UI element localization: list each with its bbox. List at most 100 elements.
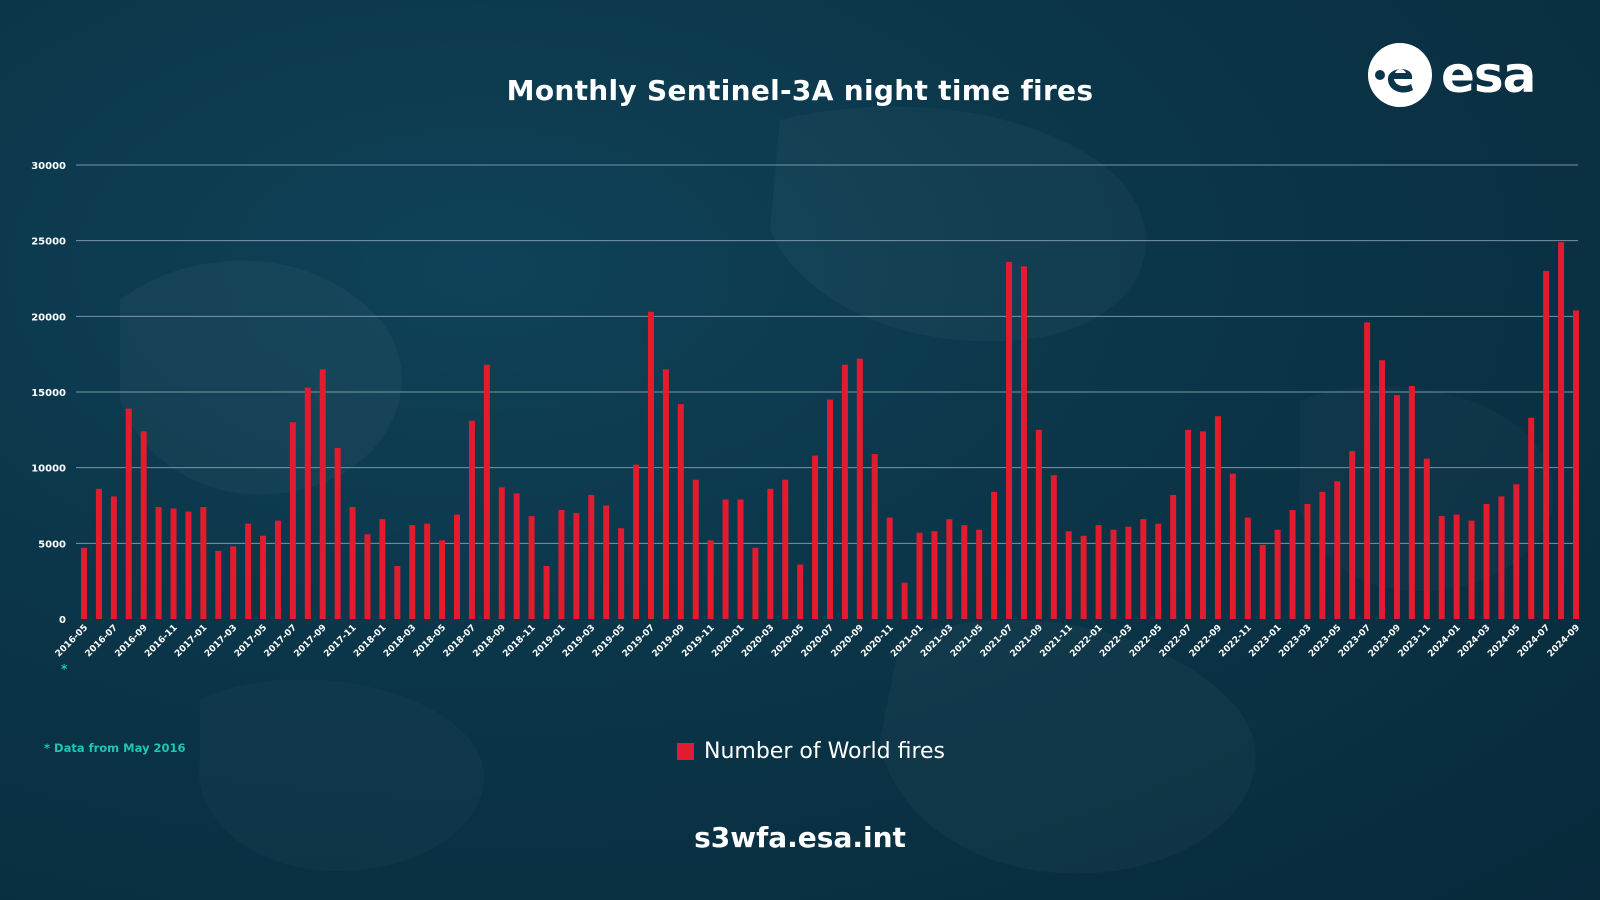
bar bbox=[558, 510, 565, 619]
bar bbox=[633, 464, 640, 619]
y-tick-label: 15000 bbox=[31, 388, 66, 399]
bar bbox=[1095, 525, 1102, 619]
bar bbox=[618, 528, 625, 619]
bar bbox=[110, 496, 117, 619]
bar bbox=[483, 364, 490, 619]
bar bbox=[1110, 529, 1117, 619]
x-tick-label: 2024-09 bbox=[1546, 623, 1582, 659]
bar bbox=[1155, 523, 1162, 619]
bar bbox=[946, 519, 953, 619]
bar bbox=[707, 540, 714, 619]
bar bbox=[1483, 503, 1490, 619]
bar bbox=[647, 311, 654, 619]
y-tick-label: 30000 bbox=[31, 161, 66, 172]
bar bbox=[1334, 481, 1341, 619]
bar bbox=[424, 523, 431, 619]
bar bbox=[185, 511, 192, 619]
bar bbox=[1289, 510, 1296, 619]
bar bbox=[304, 387, 311, 619]
bar bbox=[409, 525, 416, 619]
footnote-marker: * bbox=[61, 662, 68, 676]
bar bbox=[1274, 529, 1281, 619]
bar bbox=[498, 487, 505, 619]
bar bbox=[692, 479, 699, 619]
bar bbox=[1543, 270, 1550, 619]
bar bbox=[991, 491, 998, 619]
footnote: * Data from May 2016 bbox=[44, 741, 186, 755]
y-tick-label: 10000 bbox=[31, 464, 66, 475]
chart-title: Monthly Sentinel-3A night time fires bbox=[506, 74, 1094, 107]
bar bbox=[603, 505, 610, 619]
bar bbox=[274, 520, 281, 619]
bar bbox=[260, 535, 267, 619]
bar bbox=[1379, 360, 1386, 619]
y-tick-label: 5000 bbox=[38, 539, 66, 550]
bar bbox=[1438, 516, 1445, 619]
bar bbox=[528, 516, 535, 619]
bar bbox=[439, 540, 446, 619]
bar bbox=[1558, 242, 1565, 619]
bar bbox=[215, 550, 222, 619]
bar bbox=[961, 525, 968, 619]
legend: Number of World fires bbox=[677, 739, 945, 764]
bar bbox=[841, 364, 848, 619]
bar bbox=[797, 564, 804, 619]
bar bbox=[1006, 261, 1013, 619]
bar bbox=[468, 420, 475, 619]
bar bbox=[812, 455, 819, 619]
legend-label: Number of World fires bbox=[704, 739, 946, 764]
bar bbox=[125, 408, 132, 619]
bar bbox=[1125, 526, 1132, 619]
bar bbox=[722, 499, 729, 619]
bar bbox=[1035, 429, 1042, 619]
bar bbox=[140, 431, 147, 619]
bar bbox=[1080, 535, 1087, 619]
bar bbox=[1573, 310, 1579, 619]
bar bbox=[95, 488, 102, 619]
bar bbox=[289, 422, 296, 619]
bar bbox=[916, 532, 923, 619]
bar bbox=[245, 523, 252, 619]
bar bbox=[752, 547, 759, 619]
bar bbox=[230, 546, 237, 619]
y-tick-label: 20000 bbox=[31, 312, 66, 323]
y-tick-label: 0 bbox=[59, 615, 66, 626]
bar bbox=[200, 507, 207, 619]
bar bbox=[737, 499, 744, 619]
bar bbox=[454, 514, 460, 619]
bar bbox=[1364, 322, 1371, 619]
bar bbox=[1468, 520, 1475, 619]
bar bbox=[871, 454, 878, 619]
esa-logo: esa bbox=[1367, 42, 1536, 108]
y-tick-label: 25000 bbox=[31, 237, 66, 248]
bar bbox=[349, 507, 356, 619]
bar bbox=[767, 488, 774, 619]
bar bbox=[901, 582, 908, 619]
bar bbox=[573, 513, 580, 619]
bar bbox=[827, 399, 833, 619]
bar bbox=[379, 519, 386, 619]
bar bbox=[976, 529, 983, 619]
bar bbox=[394, 566, 401, 619]
bar bbox=[886, 517, 893, 619]
bar bbox=[1170, 494, 1177, 619]
esa-wordmark: esa bbox=[1441, 46, 1536, 104]
bar bbox=[334, 447, 341, 619]
bar bbox=[1319, 491, 1326, 619]
bar bbox=[856, 358, 863, 619]
bar bbox=[1020, 266, 1027, 619]
bar bbox=[81, 547, 87, 619]
bar bbox=[1304, 503, 1311, 619]
bar bbox=[1349, 451, 1356, 619]
bar bbox=[1259, 544, 1266, 619]
bar bbox=[1453, 514, 1460, 619]
bar bbox=[1513, 484, 1520, 619]
bar bbox=[782, 479, 789, 619]
bar bbox=[1214, 416, 1221, 619]
legend-swatch bbox=[677, 743, 694, 760]
bar bbox=[1393, 395, 1400, 619]
bar bbox=[1498, 496, 1505, 619]
bar bbox=[1229, 473, 1236, 619]
bar bbox=[931, 531, 938, 619]
